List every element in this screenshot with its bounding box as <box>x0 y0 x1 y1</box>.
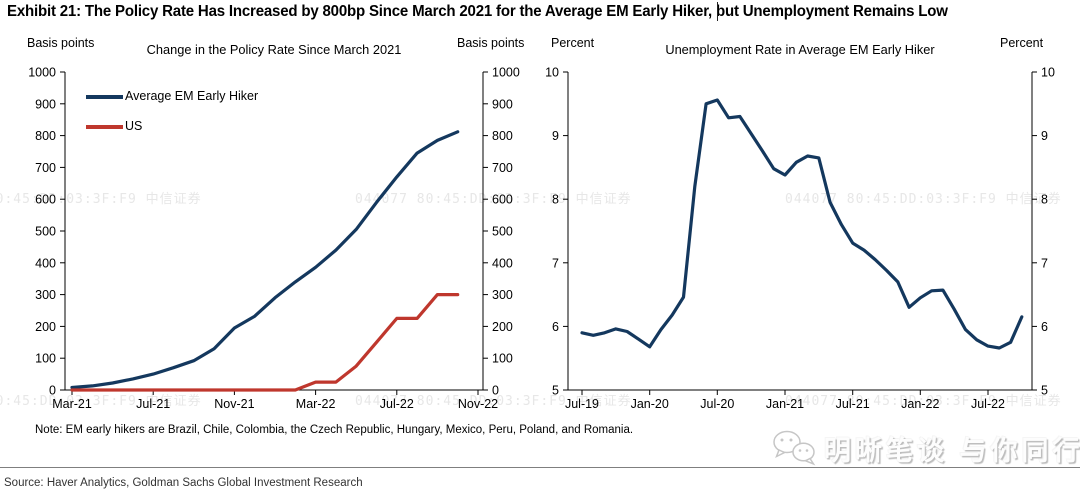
svg-text:700: 700 <box>35 161 56 175</box>
svg-text:Jul-21: Jul-21 <box>136 397 170 411</box>
svg-text:900: 900 <box>492 97 513 111</box>
svg-text:800: 800 <box>492 129 513 143</box>
svg-text:9: 9 <box>1041 129 1048 143</box>
svg-text:Jan-21: Jan-21 <box>766 397 804 411</box>
svg-text:8: 8 <box>552 193 559 207</box>
legend-label-em-early-hiker: Average EM Early Hiker <box>125 89 259 103</box>
svg-text:0: 0 <box>49 384 56 398</box>
svg-text:Mar-21: Mar-21 <box>52 397 92 411</box>
tiled-watermark: 044077 80:45:DD:03:3F:F9 中信证券 <box>785 394 1062 409</box>
svg-text:Jul-22: Jul-22 <box>380 397 414 411</box>
svg-text:500: 500 <box>492 225 513 239</box>
svg-text:10: 10 <box>1041 66 1055 80</box>
svg-text:10: 10 <box>545 66 559 80</box>
chart-0-tick-labels: 0 0 100 100 200 200 300 300 400 400 500 500 600 600 70… <box>28 66 520 412</box>
svg-text:9: 9 <box>552 129 559 143</box>
svg-text:6: 6 <box>1041 320 1048 334</box>
svg-text:1000: 1000 <box>492 66 520 80</box>
source-text: Source: Haver Analytics, Goldman Sachs G… <box>4 477 363 489</box>
chart-1-axes <box>563 71 1037 395</box>
chart-0-us-line <box>70 293 460 392</box>
text-cursor-artifact <box>717 2 718 21</box>
right-chart-unit-left: Percent <box>551 36 595 50</box>
page-title: Exhibit 21: The Policy Rate Has Increase… <box>7 3 948 20</box>
svg-text:Mar-22: Mar-22 <box>296 397 336 411</box>
wechat-badge-text: 明晰笔谈 与你同行 <box>824 435 1080 466</box>
svg-text:8: 8 <box>1041 193 1048 207</box>
svg-text:5: 5 <box>1041 384 1048 398</box>
wechat-badge: 明晰笔谈 与你同行 <box>770 428 1080 468</box>
svg-text:6: 6 <box>552 320 559 334</box>
svg-text:Jul-21: Jul-21 <box>836 397 870 411</box>
svg-text:400: 400 <box>35 256 56 270</box>
chart-1-tick-labels: 5 5 6 6 7 7 8 8 9 9 10 10 Jul-19 Jan-20 Jul-20 Jan-21 Ju… <box>545 66 1055 412</box>
left-chart-title: Change in the Policy Rate Since March 20… <box>146 42 402 57</box>
divider-line <box>0 467 1080 468</box>
right-chart-unit-right: Percent <box>1000 36 1044 50</box>
note-text: Note: EM early hikers are Brazil, Chile,… <box>35 424 634 436</box>
svg-text:5: 5 <box>552 384 559 398</box>
legend-label-us: US <box>125 119 143 133</box>
left-chart-unit-left: Basis points <box>27 36 95 50</box>
svg-text:7: 7 <box>1041 256 1048 270</box>
left-chart-unit-right: Basis points <box>457 36 525 50</box>
svg-text:700: 700 <box>492 161 513 175</box>
chart-0-average-em-early-hiker-line <box>70 130 460 390</box>
legend-swatch-us <box>86 125 123 129</box>
tiled-watermark: 044077 80:45:DD:03:3F:F9 中信证券 <box>0 192 202 207</box>
svg-text:300: 300 <box>492 288 513 302</box>
svg-text:200: 200 <box>35 320 56 334</box>
tiled-watermark: 044077 80:45:DD:03:3F:F9 中信证券 <box>355 394 632 409</box>
svg-text:Jan-20: Jan-20 <box>631 397 669 411</box>
svg-text:0: 0 <box>492 384 499 398</box>
wechat-icon <box>773 430 816 466</box>
svg-text:300: 300 <box>35 288 56 302</box>
svg-text:Jan-22: Jan-22 <box>901 397 939 411</box>
chart-1-average-em-early-hiker-line <box>580 98 1024 350</box>
svg-text:200: 200 <box>492 320 513 334</box>
right-chart-title: Unemployment Rate in Average EM Early Hi… <box>665 42 935 57</box>
svg-text:600: 600 <box>35 193 56 207</box>
svg-text:Nov-22: Nov-22 <box>458 397 498 411</box>
svg-text:600: 600 <box>492 193 513 207</box>
svg-text:800: 800 <box>35 129 56 143</box>
tiled-watermark: 044077 80:45:DD:03:3F:F9 中信证券 <box>785 192 1062 207</box>
svg-text:500: 500 <box>35 225 56 239</box>
svg-text:Jul-22: Jul-22 <box>971 397 1005 411</box>
svg-text:400: 400 <box>492 256 513 270</box>
legend-swatch-em-early-hiker <box>86 95 123 99</box>
svg-text:7: 7 <box>552 256 559 270</box>
tiled-watermark: 044077 80:45:DD:03:3F:F9 中信证券 <box>0 394 202 409</box>
svg-text:1000: 1000 <box>28 66 56 80</box>
svg-text:Jul-19: Jul-19 <box>565 397 599 411</box>
svg-text:Nov-21: Nov-21 <box>214 397 254 411</box>
svg-text:100: 100 <box>35 352 56 366</box>
tiled-watermark: 044077 80:45:DD:03:3F:F9 中信证券 <box>355 192 632 207</box>
svg-text:900: 900 <box>35 97 56 111</box>
svg-text:100: 100 <box>492 352 513 366</box>
svg-text:Jul-20: Jul-20 <box>700 397 734 411</box>
